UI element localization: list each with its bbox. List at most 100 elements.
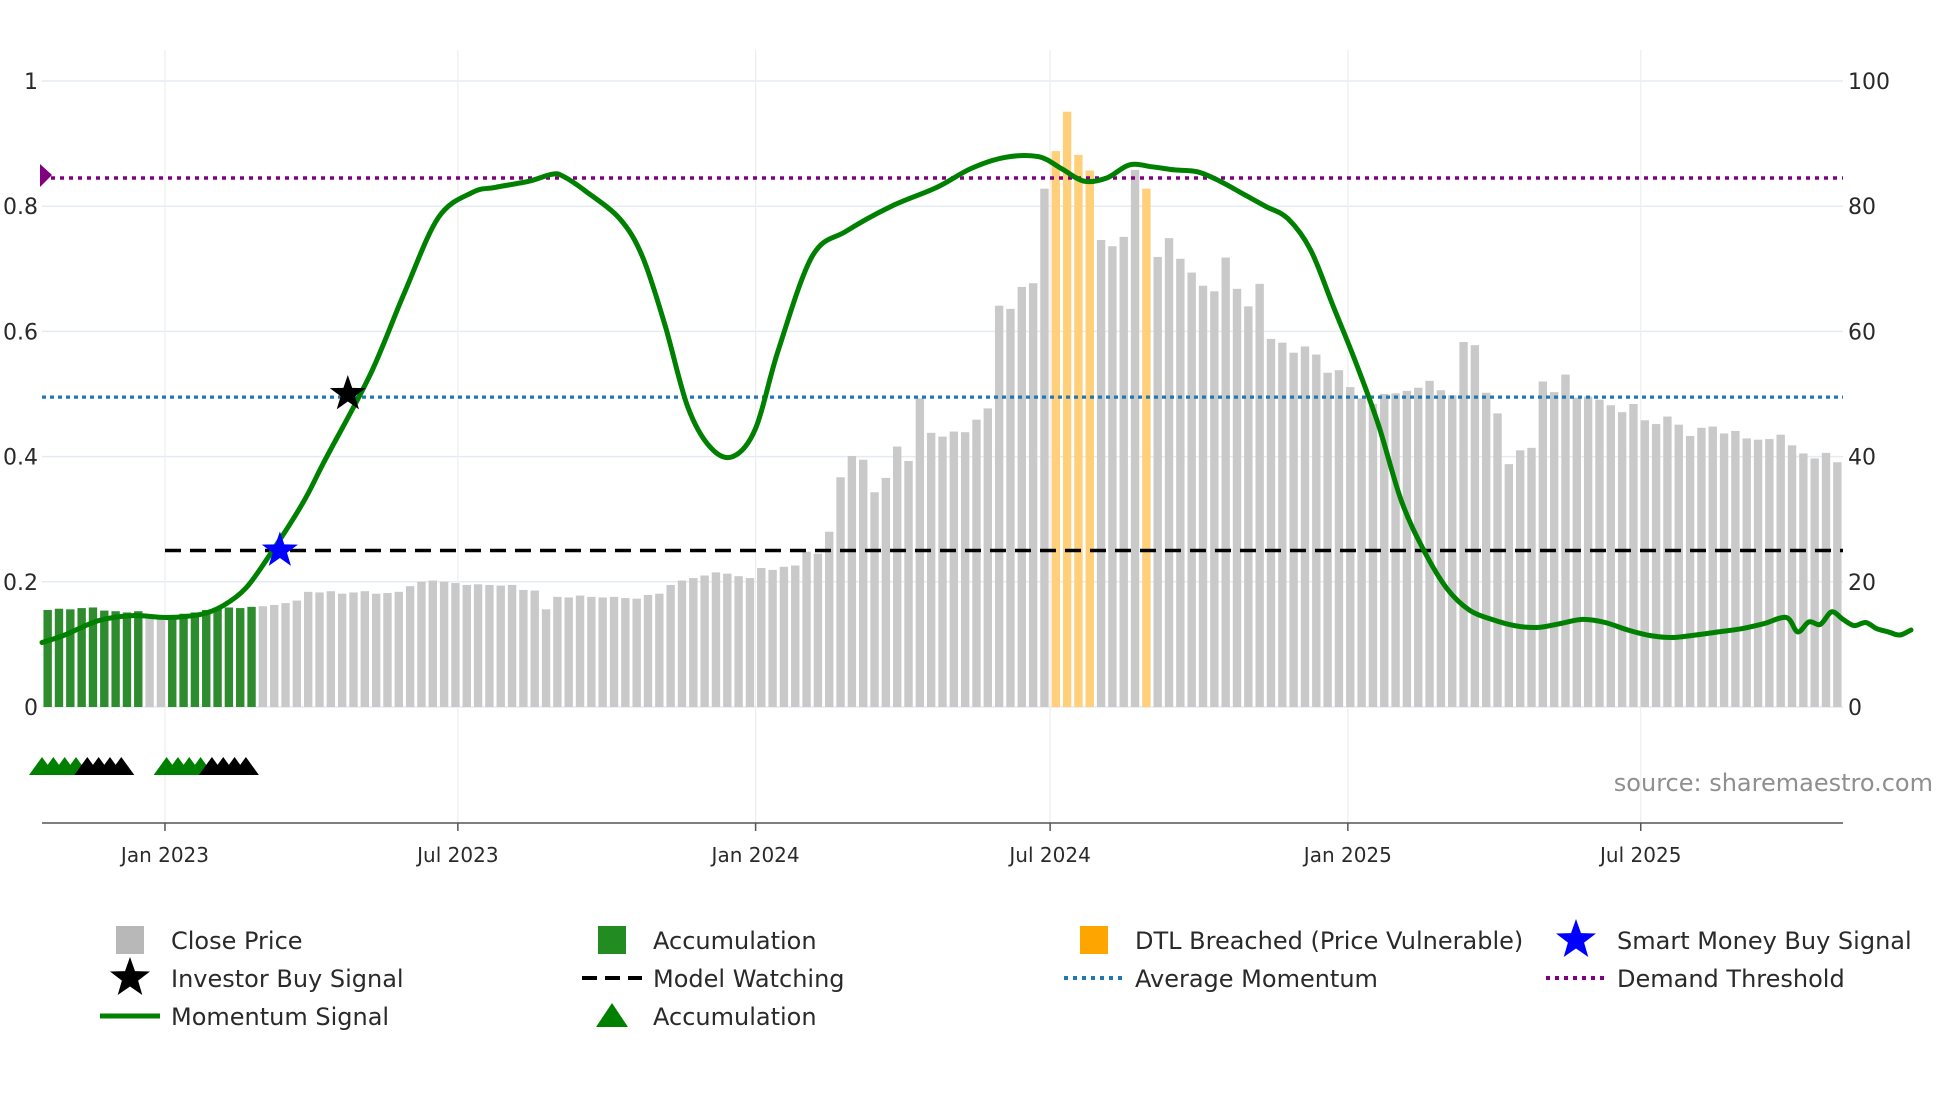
- y-left-tick-label: 1: [24, 70, 38, 95]
- close-price-bar: [1459, 342, 1468, 707]
- signal-markers: [29, 375, 366, 775]
- close-price-bar: [734, 576, 743, 707]
- close-price-bar: [292, 600, 302, 707]
- close-price-bar: [813, 553, 823, 707]
- close-price-bar: [1731, 430, 1740, 707]
- close-price-bar: [1346, 387, 1355, 707]
- close-price-bar: [1685, 435, 1695, 707]
- legend-label: Close Price: [171, 927, 303, 955]
- legend-swatch: [116, 926, 144, 954]
- y-right-tick-label: 100: [1848, 70, 1890, 95]
- close-price-bar: [655, 593, 664, 707]
- dtl-breached-bar: [1062, 111, 1072, 707]
- close-price-bar: [926, 432, 936, 707]
- close-price-bar: [1595, 399, 1604, 707]
- close-price-bar: [1833, 462, 1842, 707]
- close-price-bar: [994, 305, 1004, 707]
- close-price-bar: [632, 598, 641, 707]
- accumulation-bar: [236, 608, 245, 707]
- close-price-bar: [757, 568, 766, 707]
- close-price-bar: [1640, 420, 1649, 707]
- close-price-bar: [1674, 424, 1683, 707]
- close-price-bar: [1753, 439, 1763, 707]
- legend-label: Investor Buy Signal: [171, 965, 404, 993]
- close-price-bar: [1561, 374, 1570, 707]
- close-price-bar: [1187, 272, 1196, 707]
- close-price-bar: [439, 581, 449, 707]
- close-price-bar: [496, 585, 505, 707]
- reference-lines: [40, 164, 1843, 553]
- close-price-bar: [1697, 427, 1706, 707]
- close-price-bar: [428, 580, 437, 707]
- legend-label: Average Momentum: [1135, 965, 1378, 993]
- accumulation-bar: [224, 607, 234, 707]
- close-price-bar: [1357, 398, 1366, 707]
- close-price-bar: [1232, 288, 1242, 707]
- close-price-bar: [938, 436, 947, 707]
- close-price-bar: [1663, 416, 1672, 707]
- y-left-tick-label: 0: [24, 696, 38, 721]
- close-price-bar: [791, 565, 800, 707]
- close-price-bar: [768, 569, 777, 707]
- close-price-bar: [519, 589, 528, 707]
- close-price-bar: [825, 531, 834, 707]
- dtl-breached-bar: [1085, 170, 1094, 707]
- legend-swatch: [598, 926, 626, 954]
- accumulation-bar: [134, 611, 143, 707]
- close-price-bar: [485, 584, 494, 707]
- accumulation-bar: [88, 607, 98, 707]
- close-price-bar: [1651, 424, 1661, 707]
- legend-star-icon: [1556, 919, 1596, 957]
- accumulation-triangle-black: [108, 757, 135, 775]
- close-price-bar: [609, 596, 619, 707]
- close-price-bar: [417, 581, 426, 707]
- close-price-bar: [859, 459, 868, 707]
- close-price-bar: [1493, 413, 1502, 707]
- legend-label: Demand Threshold: [1617, 965, 1845, 993]
- x-tick-label: Jul 2024: [1007, 843, 1090, 867]
- legend-label: Momentum Signal: [171, 1003, 389, 1031]
- close-price-bar: [960, 432, 970, 707]
- smart-money-buy-signal-star: [261, 531, 298, 566]
- close-price-bar: [383, 593, 392, 707]
- legend-triangle-icon: [596, 1003, 628, 1027]
- close-price-bar: [893, 446, 902, 707]
- close-price-bar: [1323, 372, 1332, 707]
- close-price-bar: [643, 594, 653, 707]
- close-price-bar: [451, 583, 460, 707]
- close-price-bar: [1787, 445, 1797, 707]
- close-price-bar: [405, 586, 415, 707]
- legend: Close Price Accumulation DTL Breached (Pri…: [100, 919, 1912, 1031]
- legend-star-icon: [110, 957, 150, 995]
- close-price-bar: [1210, 291, 1219, 707]
- close-price-bar: [1119, 236, 1128, 707]
- accumulation-bar: [190, 612, 200, 707]
- close-price-bar: [904, 460, 913, 707]
- close-price-bar: [1629, 404, 1638, 707]
- close-price-bar: [1617, 412, 1627, 707]
- close-price-bar: [1470, 345, 1480, 707]
- close-price-bar: [1198, 285, 1208, 707]
- close-price-bar: [598, 597, 607, 707]
- close-price-bar: [677, 580, 687, 707]
- legend-label: Accumulation: [653, 927, 817, 955]
- source-label: source: sharemaestro.com: [1614, 769, 1933, 797]
- dtl-breached-bar: [1142, 188, 1151, 707]
- close-price-bar: [1425, 380, 1434, 707]
- close-price-bar: [564, 597, 573, 707]
- close-price-bar: [1776, 434, 1785, 707]
- close-price-bar: [1436, 390, 1446, 707]
- y-right-tick-label: 0: [1848, 696, 1862, 721]
- accumulation-bar: [202, 609, 211, 707]
- close-price-bar: [881, 477, 891, 707]
- close-price-bar: [1606, 405, 1615, 707]
- close-price-bar: [1108, 246, 1117, 707]
- close-price-bar: [1765, 439, 1774, 707]
- close-price-bar: [723, 573, 732, 707]
- legend-label: Model Watching: [653, 965, 845, 993]
- close-price-bar: [1742, 438, 1751, 707]
- close-price-bar: [360, 591, 370, 707]
- close-price-bar: [1266, 338, 1276, 707]
- accumulation-bar: [77, 608, 86, 707]
